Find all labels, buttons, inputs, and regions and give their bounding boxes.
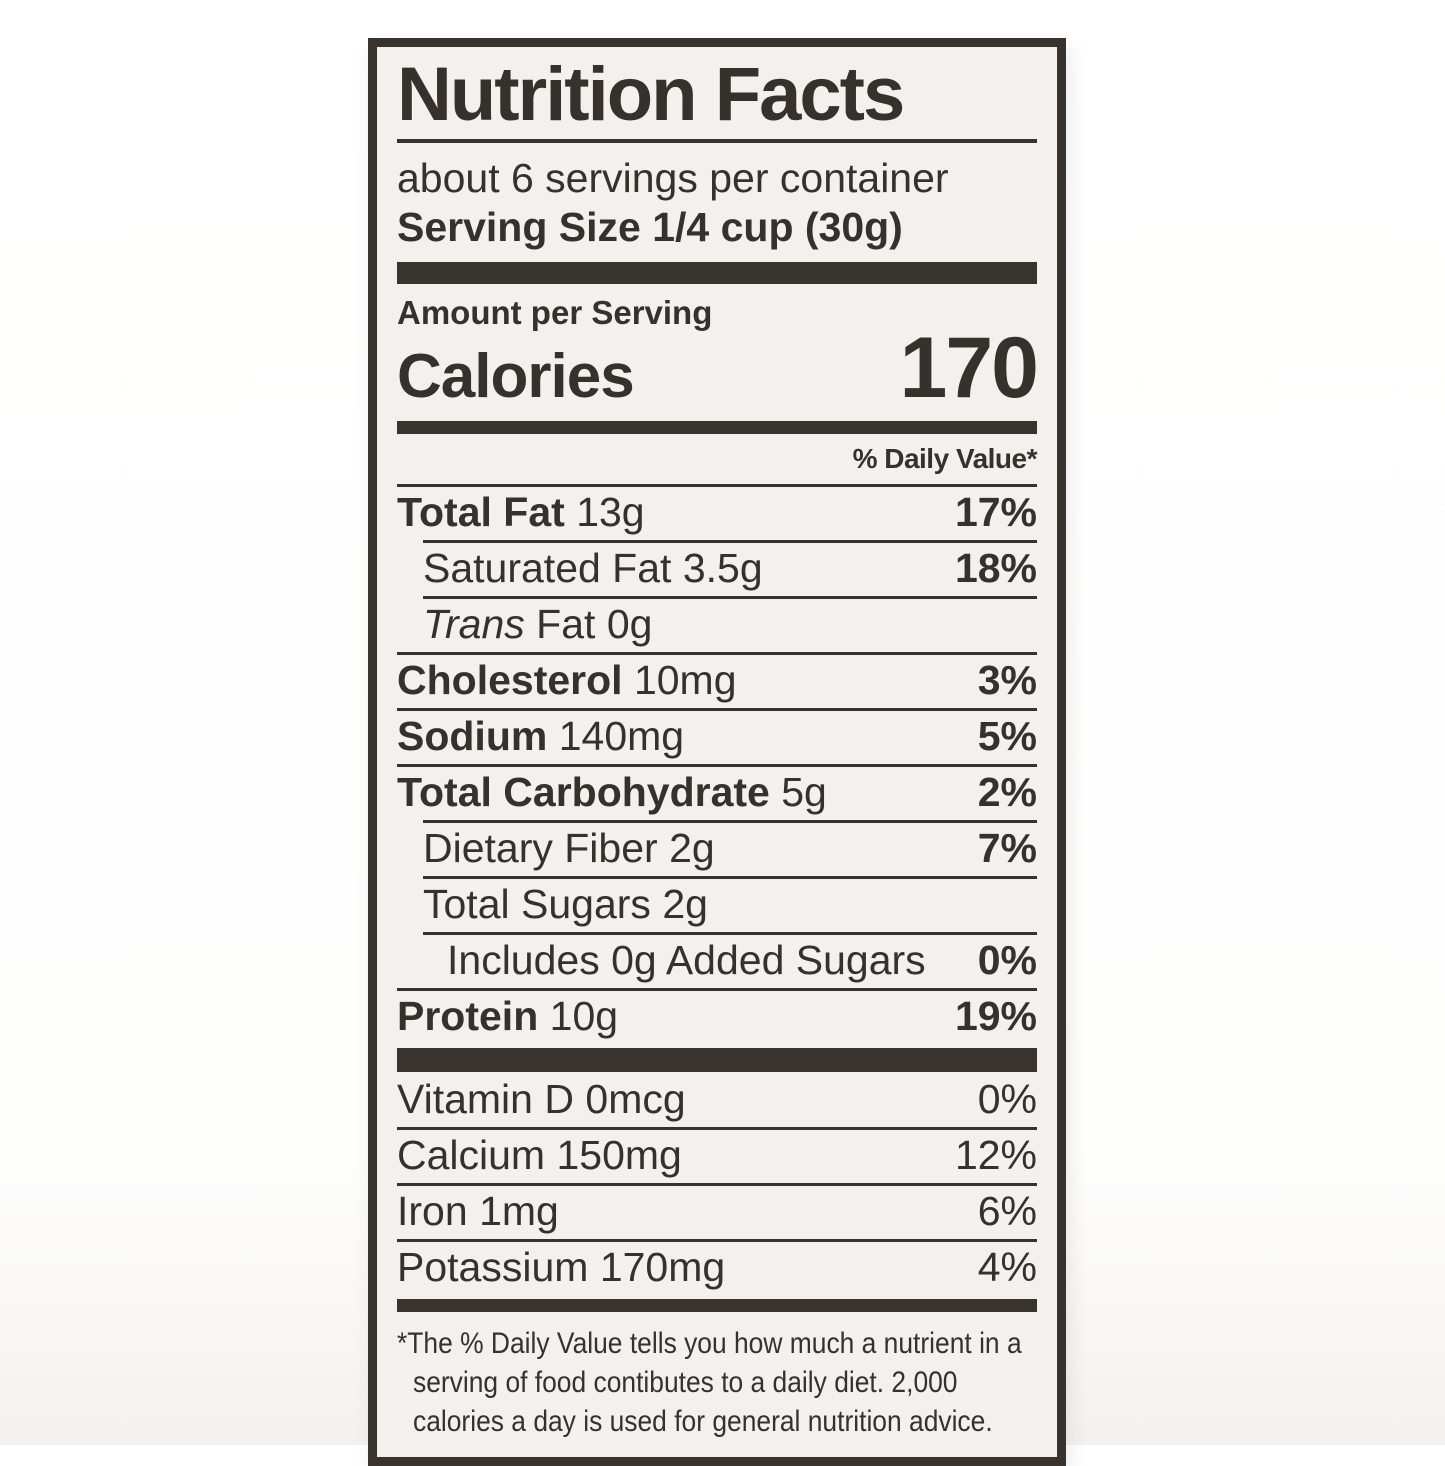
- nutrient-name: Total Carbohydrate 5g: [397, 769, 827, 816]
- nutrient-name: Includes 0g Added Sugars: [447, 937, 926, 984]
- footnote-line: serving of food contibutes to a daily di…: [413, 1366, 958, 1400]
- calories-value: 170: [899, 320, 1039, 417]
- daily-value-footnote: *The % Daily Value tells you how much a …: [397, 1324, 1037, 1441]
- vitamin-row-potassium: Potassium 170mg 4%: [397, 1242, 1037, 1295]
- nutrient-row-total-carbohydrate: Total Carbohydrate 5g 2%: [397, 767, 1037, 820]
- nutrient-dv: 19%: [954, 993, 1037, 1040]
- separator: [397, 652, 1037, 656]
- label-title: Nutrition Facts: [397, 52, 905, 137]
- vitamin-row-iron: Iron 1mg 6%: [397, 1186, 1037, 1239]
- footnote-line: calories a day is used for general nutri…: [413, 1405, 993, 1439]
- serving-size: Serving Size 1/4 cup (30g): [397, 204, 903, 251]
- nutrient-dv: 17%: [954, 489, 1037, 536]
- section-bar: [397, 1299, 1037, 1313]
- vitamin-dv: 12%: [954, 1132, 1037, 1179]
- separator: [397, 988, 1037, 992]
- nutrient-row-saturated-fat: Saturated Fat 3.5g 18%: [397, 543, 1037, 596]
- separator: [397, 1127, 1037, 1131]
- vitamin-row-vitamin-d: Vitamin D 0mcg 0%: [397, 1074, 1037, 1127]
- separator: [397, 1239, 1037, 1243]
- nutrient-dv: 3%: [977, 657, 1037, 704]
- nutrient-name: Dietary Fiber 2g: [423, 825, 715, 872]
- nutrient-name: Total Fat 13g: [397, 489, 645, 536]
- vitamin-dv: 0%: [977, 1076, 1037, 1123]
- separator: [423, 932, 1037, 936]
- calories-label: Calories: [397, 342, 635, 412]
- vitamin-dv: 4%: [977, 1244, 1037, 1291]
- separator: [397, 708, 1037, 712]
- vitamin-name: Vitamin D 0mcg: [397, 1076, 686, 1123]
- nutrient-row-protein: Protein 10g 19%: [397, 991, 1037, 1044]
- amount-per-serving: Amount per Serving: [397, 294, 713, 332]
- nutrient-dv: 0%: [977, 937, 1037, 984]
- calories-row: Calories 170: [397, 320, 1039, 417]
- nutrient-row-trans-fat: Trans Fat 0g: [397, 599, 1037, 652]
- separator: [423, 540, 1037, 544]
- nutrient-row-added-sugars: Includes 0g Added Sugars 0%: [397, 935, 1037, 988]
- section-bar: [397, 421, 1037, 435]
- nutrient-name: Cholesterol 10mg: [397, 657, 737, 704]
- nutrient-dv: 2%: [977, 769, 1037, 816]
- section-bar: [397, 1048, 1037, 1073]
- vitamin-name: Potassium 170mg: [397, 1244, 726, 1291]
- vitamin-name: Iron 1mg: [397, 1188, 559, 1235]
- daily-value-header: % Daily Value*: [852, 443, 1038, 475]
- separator: [397, 764, 1037, 768]
- nutrient-name: Protein 10g: [397, 993, 619, 1040]
- vitamin-row-calcium: Calcium 150mg 12%: [397, 1130, 1037, 1183]
- nutrient-row-cholesterol: Cholesterol 10mg 3%: [397, 655, 1037, 708]
- nutrient-row-sodium: Sodium 140mg 5%: [397, 711, 1037, 764]
- nutrient-name: Sodium 140mg: [397, 713, 685, 760]
- nutrient-row-dietary-fiber: Dietary Fiber 2g 7%: [397, 823, 1037, 876]
- nutrition-facts-label: Nutrition Facts about 6 servings per con…: [368, 38, 1066, 1466]
- footnote-line: *The % Daily Value tells you how much a …: [397, 1327, 1022, 1361]
- nutrient-row-total-fat: Total Fat 13g 17%: [397, 487, 1037, 540]
- nutrient-row-total-sugars: Total Sugars 2g: [397, 879, 1037, 932]
- separator: [423, 820, 1037, 824]
- separator: [423, 876, 1037, 880]
- servings-per-container: about 6 servings per container: [397, 155, 949, 202]
- separator: [423, 596, 1037, 600]
- section-bar: [397, 262, 1037, 285]
- title-underline: [397, 139, 1037, 144]
- nutrient-name: Trans Fat 0g: [423, 601, 653, 648]
- vitamin-name: Calcium 150mg: [397, 1132, 682, 1179]
- separator: [397, 1183, 1037, 1187]
- nutrient-dv: 18%: [954, 545, 1037, 592]
- separator: [397, 484, 1037, 488]
- nutrient-dv: 7%: [977, 825, 1037, 872]
- nutrient-name: Saturated Fat 3.5g: [423, 545, 763, 592]
- nutrient-dv: 5%: [977, 713, 1037, 760]
- vitamin-dv: 6%: [977, 1188, 1037, 1235]
- nutrient-name: Total Sugars 2g: [423, 881, 708, 928]
